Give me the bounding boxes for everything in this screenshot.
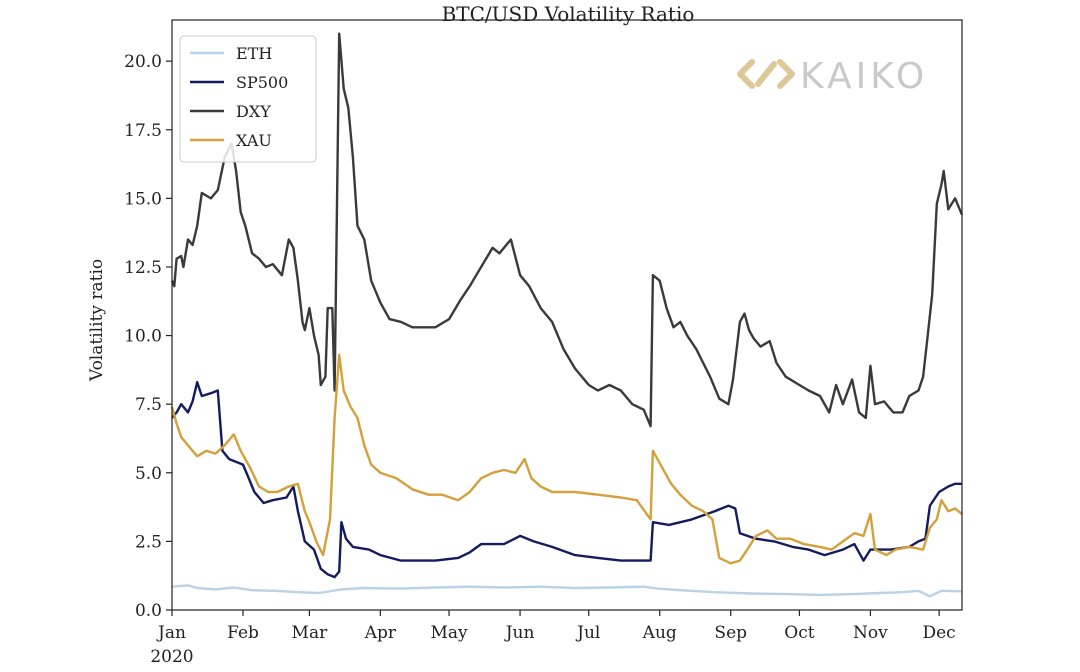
kaiko-logo-icon xyxy=(737,59,795,89)
legend: ETH SP500 DXY XAU xyxy=(179,35,317,163)
x-tick-sublabel: 2020 xyxy=(150,647,193,667)
x-tick-label: May xyxy=(430,623,468,643)
series-line-dxy xyxy=(170,32,964,428)
x-tick-label: Jan xyxy=(156,623,186,643)
y-tick-label: 7.5 xyxy=(135,395,162,415)
y-tick-label: 10.0 xyxy=(124,327,162,347)
x-axis: Jan 2020 Feb Mar Apr May Jun Jul Aug Sep Oct Nov Dec xyxy=(150,610,956,667)
chart-title: BTC/USD Volatility Ratio xyxy=(442,2,695,26)
legend-label-dxy: DXY xyxy=(236,102,271,121)
series-line-sp500 xyxy=(171,381,962,579)
x-tick-label: Apr xyxy=(364,623,397,643)
x-tick-label: Jul xyxy=(575,623,600,643)
y-tick-label: 15.0 xyxy=(124,189,162,209)
series-line-xau xyxy=(170,353,963,565)
plot-area xyxy=(171,19,963,611)
x-tick-label: Oct xyxy=(784,623,814,643)
x-tick-label: Jun xyxy=(504,623,535,643)
legend-label-sp500: SP500 xyxy=(236,73,288,92)
series-line-eth xyxy=(171,584,963,598)
legend-box xyxy=(179,35,317,163)
watermark-text: KAIKO xyxy=(800,56,928,97)
y-tick-label: 20.0 xyxy=(124,52,162,72)
y-tick-label: 12.5 xyxy=(124,258,162,278)
x-tick-label: Dec xyxy=(922,623,955,643)
legend-label-xau: XAU xyxy=(236,131,272,150)
y-tick-label: 17.5 xyxy=(124,121,162,141)
x-tick-label: Sep xyxy=(714,623,747,643)
x-tick-label: Nov xyxy=(853,623,888,643)
y-axis: 0.0 2.5 5.0 7.5 10.0 12.5 15.0 17.5 20.0 xyxy=(124,52,172,621)
y-tick-label: 5.0 xyxy=(135,464,162,484)
y-axis-label: Volatility ratio xyxy=(87,259,107,382)
y-tick-label: 2.5 xyxy=(135,532,162,552)
watermark: KAIKO xyxy=(737,56,928,97)
y-tick-label: 0.0 xyxy=(135,601,162,621)
series-layer xyxy=(170,32,964,598)
x-tick-label: Mar xyxy=(292,623,329,643)
x-tick-label: Feb xyxy=(227,623,259,643)
x-tick-label: Aug xyxy=(642,623,677,643)
legend-label-eth: ETH xyxy=(236,44,272,63)
